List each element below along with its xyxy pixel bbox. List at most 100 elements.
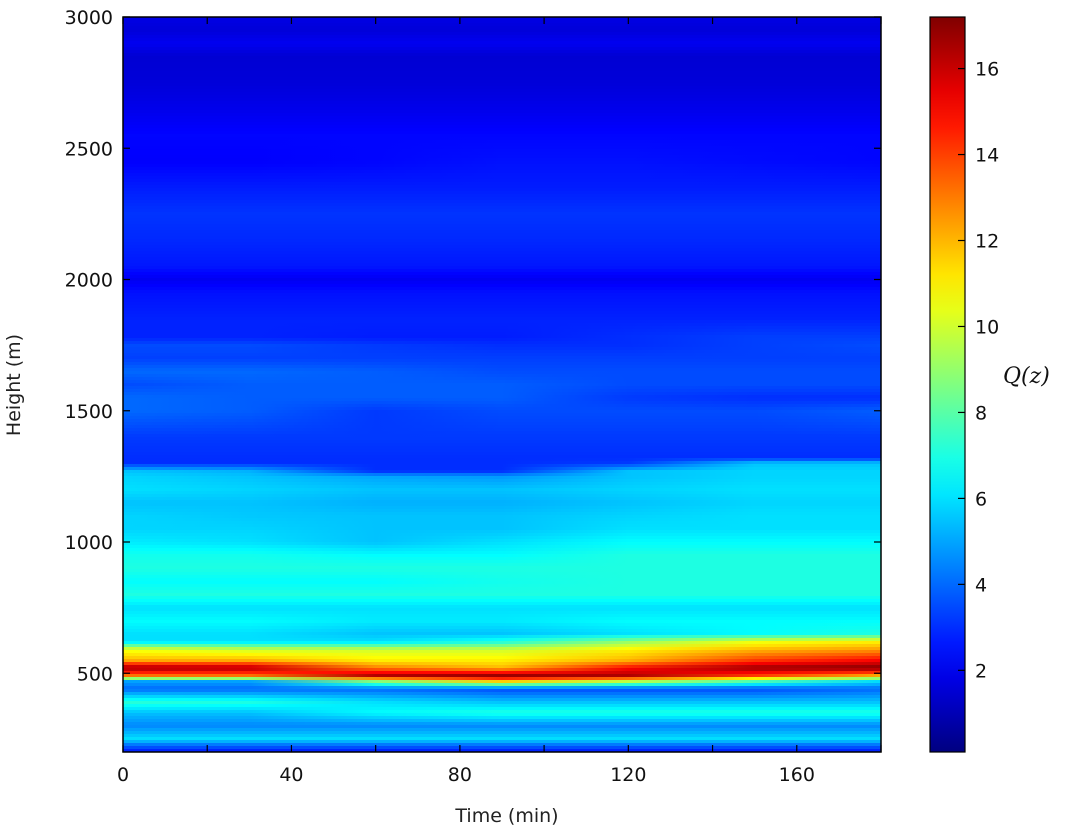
heatmap-row — [123, 245, 881, 249]
heatmap-row — [123, 506, 881, 510]
heatmap-row — [123, 461, 881, 465]
heatmap-row — [123, 260, 881, 264]
heatmap-row — [123, 581, 881, 585]
heatmap-row — [123, 524, 881, 528]
heatmap-row — [123, 455, 881, 459]
heatmap-row — [123, 545, 881, 549]
heatmap-row — [123, 539, 881, 543]
heatmap-row — [123, 722, 881, 726]
heatmap-row — [123, 389, 881, 393]
heatmap-row — [123, 458, 881, 462]
heatmap-row — [123, 371, 881, 375]
heatmap-row — [123, 74, 881, 78]
heatmap-row — [123, 422, 881, 426]
x-tick-label: 80 — [448, 764, 472, 786]
heatmap-row — [123, 353, 881, 357]
heatmap-row — [123, 497, 881, 501]
heatmap-row — [123, 17, 881, 21]
heatmap-row — [123, 578, 881, 582]
heatmap-row — [123, 272, 881, 276]
heatmap-row — [123, 662, 881, 666]
heatmap-row — [123, 470, 881, 474]
heatmap-row — [123, 479, 881, 483]
heatmap-row — [123, 266, 881, 270]
heatmap-row — [123, 149, 881, 153]
heatmap-row — [123, 308, 881, 312]
heatmap-row — [123, 122, 881, 126]
colorbar-tick-label: 6 — [975, 488, 987, 510]
heatmap-row — [123, 89, 881, 93]
heatmap-row — [123, 275, 881, 279]
colorbar-ticks: 2 4 6 8 10 12 14 16 — [958, 59, 999, 682]
heatmap-row — [123, 566, 881, 570]
colorbar-tick-label: 10 — [975, 316, 999, 338]
heatmap-row — [123, 746, 881, 750]
heatmap-row — [123, 620, 881, 624]
heatmap-row — [123, 383, 881, 387]
heatmap-row — [123, 155, 881, 159]
heatmap-row — [123, 224, 881, 228]
heatmap-row — [123, 119, 881, 123]
heatmap-row — [123, 92, 881, 96]
heatmap-row — [123, 719, 881, 723]
heatmap-row — [123, 239, 881, 243]
heatmap-row — [123, 647, 881, 651]
heatmap-row — [123, 467, 881, 471]
heatmap-row — [123, 476, 881, 480]
heatmap-row — [123, 386, 881, 390]
heatmap-row — [123, 254, 881, 258]
heatmap-row — [123, 584, 881, 588]
heatmap-row — [123, 632, 881, 636]
heatmap-row — [123, 515, 881, 519]
heatmap-row — [123, 596, 881, 600]
heatmap-row — [123, 374, 881, 378]
heatmap-row — [123, 203, 881, 207]
heatmap-row — [123, 554, 881, 558]
heatmap-row — [123, 608, 881, 612]
heatmap-row — [123, 536, 881, 540]
heatmap-row — [123, 440, 881, 444]
heatmap-row — [123, 107, 881, 111]
heatmap-row — [123, 437, 881, 441]
heatmap-row — [123, 491, 881, 495]
heatmap-row — [123, 44, 881, 48]
heatmap-row — [123, 710, 881, 714]
heatmap-row — [123, 623, 881, 627]
heatmap-row — [123, 365, 881, 369]
heatmap-row — [123, 464, 881, 468]
heatmap-row — [123, 128, 881, 132]
heatmap-row — [123, 116, 881, 120]
heatmap-row — [123, 32, 881, 36]
heatmap-row — [123, 35, 881, 39]
y-tick-label: 2500 — [65, 138, 113, 160]
heatmap-row — [123, 29, 881, 33]
x-tick-label: 40 — [279, 764, 303, 786]
x-tick-label: 160 — [779, 764, 815, 786]
heatmap-row — [123, 692, 881, 696]
heatmap-row — [123, 293, 881, 297]
heatmap-row — [123, 395, 881, 399]
heatmap-row — [123, 602, 881, 606]
heatmap-row — [123, 419, 881, 423]
heatmap-row — [123, 473, 881, 477]
heatmap-row — [123, 425, 881, 429]
heatmap-row — [123, 179, 881, 183]
heatmap-row — [123, 194, 881, 198]
heatmap-row — [123, 110, 881, 114]
heatmap-row — [123, 218, 881, 222]
heatmap-row — [123, 236, 881, 240]
heatmap-row — [123, 680, 881, 684]
heatmap-row — [123, 569, 881, 573]
heatmap-row — [123, 557, 881, 561]
colorbar-tick-label: 2 — [975, 660, 987, 682]
heatmap-row — [123, 674, 881, 678]
heatmap-row — [123, 488, 881, 492]
heatmap-row — [123, 743, 881, 747]
heatmap-row — [123, 50, 881, 54]
heatmap-row — [123, 59, 881, 63]
heatmap-row — [123, 173, 881, 177]
heatmap-row — [123, 407, 881, 411]
heatmap-row — [123, 494, 881, 498]
heatmap-row — [123, 521, 881, 525]
heatmap-row — [123, 689, 881, 693]
